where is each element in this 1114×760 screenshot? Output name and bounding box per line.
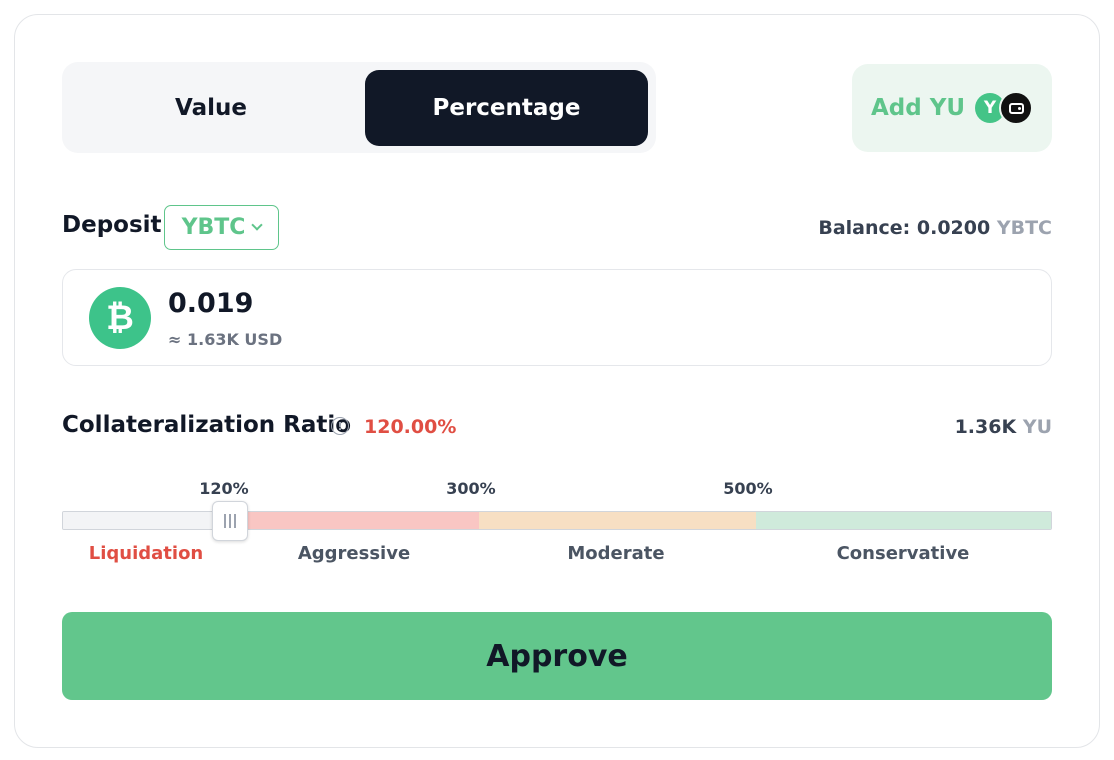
balance-display: Balance: 0.0200 YBTC <box>818 217 1052 239</box>
wallet-icon <box>999 91 1034 125</box>
value-tab[interactable]: Value <box>175 95 247 121</box>
zone-liquidation <box>63 512 231 529</box>
info-icon[interactable]: ! <box>331 417 349 435</box>
mint-amount-unit: YU <box>1022 416 1052 438</box>
zone-label-moderate: Moderate <box>567 543 665 564</box>
deposit-label: Deposit <box>62 212 162 238</box>
bitcoin-icon: ₿ <box>89 287 151 349</box>
amount-value[interactable]: 0.019 <box>168 288 254 319</box>
add-yu-button[interactable]: Add YU Y <box>852 64 1052 152</box>
zone-moderate <box>479 512 756 529</box>
amount-usd-value: ≈ 1.63K USD <box>168 330 283 349</box>
collateralization-label: Collateralization Ratio <box>62 412 352 438</box>
zone-label-aggressive: Aggressive <box>297 543 411 564</box>
ratio-slider-track[interactable] <box>62 511 1052 530</box>
amount-input[interactable]: ₿ 0.019 ≈ 1.63K USD <box>62 269 1052 366</box>
tick-label-120: 120% <box>199 479 249 498</box>
balance-unit: YBTC <box>996 217 1052 239</box>
approve-button[interactable]: Approve <box>62 612 1052 700</box>
mint-amount: 1.36K YU <box>955 416 1052 438</box>
grip-line <box>234 514 236 528</box>
percentage-tab[interactable]: Percentage <box>365 70 648 146</box>
token-select-value: YBTC <box>181 215 246 240</box>
mint-amount-value: 1.36K <box>954 416 1017 438</box>
balance-value: Balance: 0.0200 <box>818 217 991 239</box>
zone-label-liquidation: Liquidation <box>88 543 204 564</box>
mode-toggle: Value Percentage <box>62 62 656 153</box>
zone-aggressive <box>231 512 479 529</box>
zone-conservative <box>756 512 1051 529</box>
tick-label-300: 300% <box>446 479 496 498</box>
grip-line <box>224 514 226 528</box>
ratio-slider-handle[interactable] <box>212 501 248 541</box>
chevron-down-icon <box>251 219 264 231</box>
token-select[interactable]: YBTC <box>164 205 279 250</box>
zone-label-conservative: Conservative <box>836 543 970 564</box>
yu-coin-icon: Y <box>975 93 1006 123</box>
collateralization-value: 120.00% <box>364 416 457 438</box>
add-yu-label: Add YU <box>870 95 966 121</box>
grip-line <box>229 514 231 528</box>
tick-label-500: 500% <box>723 479 773 498</box>
